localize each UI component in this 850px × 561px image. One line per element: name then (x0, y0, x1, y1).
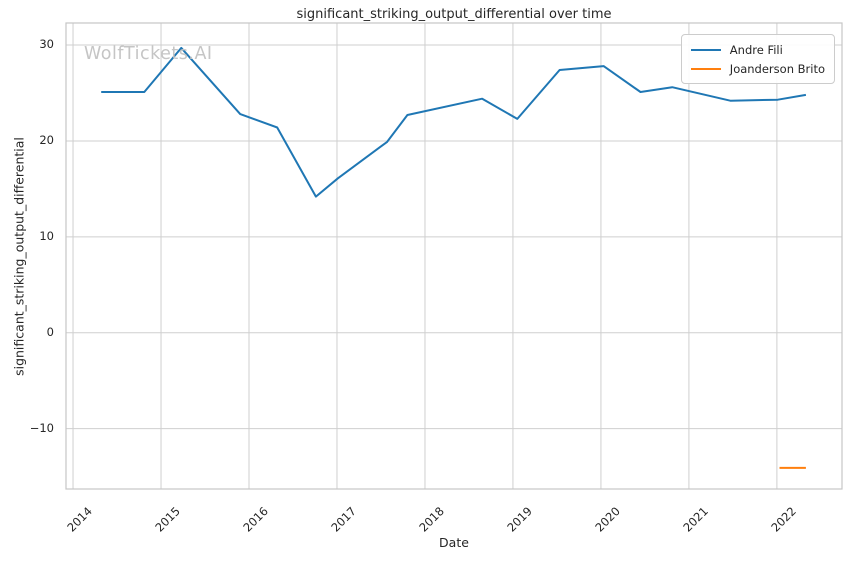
chart-title: significant_striking_output_differential… (296, 7, 612, 22)
legend-line-icon (690, 48, 721, 51)
axes-spines (65, 22, 843, 490)
y-axis-label: significant_striking_output_differential (11, 137, 27, 376)
y-tick-label: 10 (39, 228, 54, 243)
y-tick-label: 0 (46, 324, 54, 339)
x-axis-label: Date (439, 535, 469, 550)
y-tick-label: −10 (29, 420, 54, 435)
legend-line-icon (690, 67, 721, 70)
legend: Andre Fili Joanderson Brito (680, 34, 835, 84)
y-tick-label: 20 (39, 132, 54, 147)
legend-label: Joanderson Brito (729, 61, 825, 76)
y-tick-label: 30 (39, 37, 54, 52)
watermark: WolfTickets.AI (84, 44, 213, 64)
legend-label: Andre Fili (729, 42, 783, 57)
legend-item: Andre Fili (690, 40, 825, 59)
series-line-blue (101, 46, 807, 198)
legend-item: Joanderson Brito (690, 59, 825, 78)
